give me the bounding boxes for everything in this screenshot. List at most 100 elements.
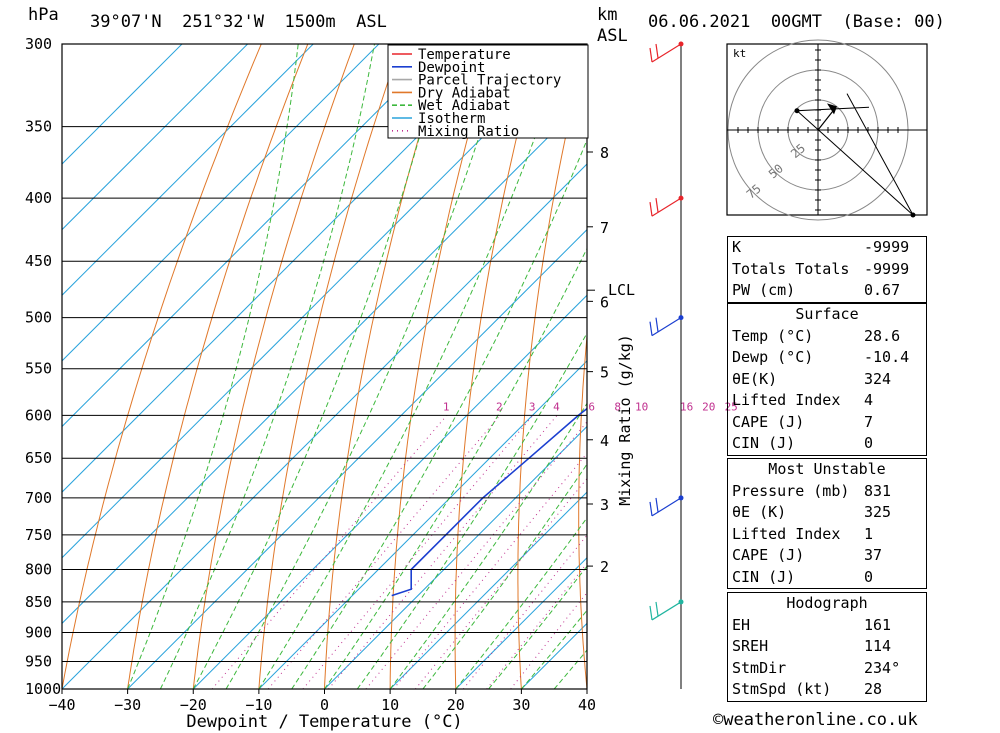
mu-row: Pressure (mb) 831 bbox=[732, 481, 892, 500]
pressure-tick-label: 750 bbox=[25, 526, 52, 544]
wet-adiabat-line bbox=[455, 516, 587, 689]
legend-label: Mixing Ratio bbox=[418, 124, 519, 140]
pressure-tick-label: 400 bbox=[25, 189, 52, 207]
wind-barb-flag bbox=[649, 47, 653, 63]
pressure-tick-label: 650 bbox=[25, 449, 52, 467]
wind-barb-flag bbox=[649, 321, 653, 336]
surface-row: CIN (J) 0 bbox=[732, 434, 874, 452]
most-unstable-title: Most Unstable bbox=[768, 460, 886, 478]
isotherm-line bbox=[62, 44, 183, 165]
height-tick-label: 4 bbox=[600, 432, 609, 450]
height-tick-label: 3 bbox=[600, 496, 609, 514]
wind-barb-staff bbox=[651, 601, 682, 621]
height-tick-label: 6 bbox=[600, 293, 609, 311]
wind-barb-flag bbox=[649, 202, 653, 217]
wind-barb-staff bbox=[651, 497, 682, 517]
mixing-ratio-label: 20 bbox=[702, 400, 715, 413]
wet-adiabat-line bbox=[225, 44, 509, 689]
hodograph-title: Hodograph bbox=[786, 594, 868, 612]
legend-label: Dry Adiabat bbox=[418, 85, 511, 101]
pressure-tick-label: 450 bbox=[25, 252, 52, 270]
mixing-ratio-line bbox=[393, 452, 587, 689]
legend-label: Dewpoint bbox=[418, 60, 485, 76]
wet-adiabat-line bbox=[291, 138, 587, 689]
pressure-tick-label: 800 bbox=[25, 560, 52, 578]
isotherm-line bbox=[127, 228, 587, 689]
mu-row: CIN (J) 0 bbox=[732, 567, 874, 586]
most-unstable-table: Most Unstable Pressure (mb) 831 θE (K) 325… bbox=[727, 458, 927, 589]
surface-row: Lifted Index 4 bbox=[732, 391, 874, 409]
isotherm-line bbox=[62, 97, 587, 625]
isotherm-line bbox=[258, 360, 587, 689]
wind-barb-flag bbox=[649, 501, 653, 517]
legend-label: Isotherm bbox=[418, 111, 485, 127]
legend-box bbox=[387, 44, 589, 139]
hodograph-unit: kt bbox=[733, 47, 746, 60]
mixing-ratio-label: 4 bbox=[553, 400, 560, 413]
index-row-pw: PW (cm) 0.67 bbox=[732, 281, 901, 299]
wind-barb-flag bbox=[655, 43, 659, 59]
wind-barb-flag bbox=[655, 198, 659, 213]
pressure-tick-label: 700 bbox=[25, 489, 52, 507]
hodo-row: StmDir 234° bbox=[732, 658, 901, 677]
isotherm-line bbox=[389, 491, 587, 689]
dry-adiabat-line bbox=[324, 44, 448, 689]
hodograph-point bbox=[794, 108, 800, 114]
isotherm-line bbox=[62, 44, 248, 231]
mu-row: θE (K) 325 bbox=[732, 503, 892, 521]
pressure-tick-label: 550 bbox=[25, 360, 52, 378]
legend-label: Parcel Trajectory bbox=[418, 73, 561, 89]
x-tick-label: 0 bbox=[320, 696, 329, 714]
height-unit-km: km bbox=[597, 5, 618, 25]
hodo-row: StmSpd (kt) 28 bbox=[732, 680, 883, 698]
pressure-tick-label: 850 bbox=[25, 593, 52, 611]
isotherm-line bbox=[62, 163, 587, 689]
pressure-tick-label: 500 bbox=[25, 309, 52, 327]
isotherm-line bbox=[324, 425, 587, 689]
dry-adiabat-line bbox=[454, 44, 541, 689]
height-tick-label: 5 bbox=[600, 364, 609, 382]
index-row-k: K -9999 bbox=[732, 238, 910, 256]
x-axis-label: Dewpoint / Temperature (°C) bbox=[186, 712, 462, 732]
hodograph-point bbox=[910, 212, 916, 218]
copyright-footer[interactable]: ©weatheronline.co.uk bbox=[713, 710, 918, 730]
series-dewpoint bbox=[391, 407, 587, 597]
dry-adiabat-line bbox=[62, 44, 262, 689]
pressure-tick-label: 950 bbox=[25, 653, 52, 671]
mixing-ratio-line bbox=[211, 414, 448, 689]
mixing-ratio-axis-label: Mixing Ratio (g/kg) bbox=[616, 334, 634, 506]
isotherm-line bbox=[192, 294, 587, 689]
dry-adiabat-line bbox=[192, 44, 355, 689]
pressure-tick-label: 1000 bbox=[25, 680, 61, 698]
surface-title: Surface bbox=[795, 305, 859, 323]
mixing-ratio-label: 2 bbox=[496, 400, 503, 413]
storm-motion-arrow bbox=[827, 103, 837, 115]
dry-adiabat-line bbox=[695, 44, 727, 689]
stability-indices-table: K -9999 Totals Totals -9999 PW (cm) 0.67 bbox=[727, 236, 927, 303]
mixing-ratio-label: 3 bbox=[529, 400, 536, 413]
wind-barb-flag bbox=[649, 605, 653, 621]
mixing-ratio-label: 10 bbox=[635, 400, 648, 413]
datetime-title: 06.06.2021 00GMT (Base: 00) bbox=[648, 12, 945, 32]
isotherm-line bbox=[62, 44, 445, 428]
pressure-tick-label: 300 bbox=[25, 35, 52, 53]
x-tick-label: 20 bbox=[447, 696, 465, 714]
wind-barb-flag bbox=[655, 601, 659, 617]
mixing-ratio-label: 1 bbox=[443, 400, 450, 413]
surface-row: Temp (°C) 28.6 bbox=[732, 326, 901, 345]
wind-barb-staff bbox=[651, 43, 682, 63]
mixing-ratio-line bbox=[365, 421, 587, 689]
wet-adiabat-line bbox=[389, 402, 587, 689]
dry-adiabat-line bbox=[638, 44, 680, 689]
hodo-row: EH 161 bbox=[732, 615, 892, 634]
dry-adiabat-line bbox=[258, 44, 402, 689]
x-tick-label: −20 bbox=[180, 696, 207, 714]
mixing-ratio-line bbox=[328, 414, 558, 689]
wind-barb-staff bbox=[651, 317, 682, 337]
isotherm-line bbox=[62, 44, 314, 296]
isotherm-line bbox=[62, 44, 577, 559]
surface-row: CAPE (J) 7 bbox=[732, 412, 874, 431]
